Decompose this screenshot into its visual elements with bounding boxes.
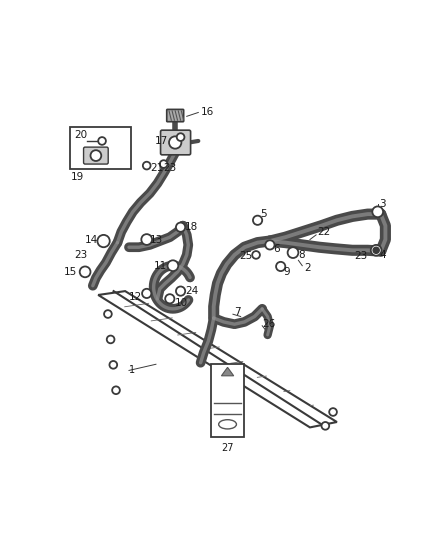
Circle shape [329, 408, 337, 416]
Circle shape [373, 247, 379, 253]
Text: 25: 25 [239, 252, 252, 262]
Text: 24: 24 [185, 286, 198, 296]
Circle shape [371, 245, 381, 256]
Bar [212, 364, 244, 438]
Circle shape [276, 262, 285, 271]
Circle shape [160, 160, 167, 168]
Circle shape [252, 251, 260, 259]
Circle shape [289, 249, 297, 256]
Circle shape [81, 268, 89, 276]
Text: 15: 15 [64, 267, 78, 277]
Text: 10: 10 [175, 297, 188, 308]
Circle shape [98, 137, 106, 145]
Circle shape [321, 422, 329, 430]
Text: 2: 2 [304, 263, 311, 273]
Text: 1: 1 [129, 366, 135, 375]
Circle shape [177, 133, 184, 141]
Circle shape [288, 247, 298, 258]
FancyBboxPatch shape [84, 147, 108, 164]
Text: 13: 13 [150, 235, 163, 245]
Text: 17: 17 [155, 136, 168, 146]
Circle shape [110, 361, 117, 369]
FancyBboxPatch shape [167, 109, 184, 122]
Text: 9: 9 [284, 267, 290, 277]
Circle shape [176, 287, 185, 296]
Ellipse shape [219, 419, 237, 429]
Circle shape [142, 289, 151, 298]
Circle shape [165, 294, 174, 303]
Text: 7: 7 [234, 307, 241, 317]
Circle shape [169, 136, 181, 149]
Text: 26: 26 [262, 319, 276, 329]
Text: 23: 23 [164, 163, 177, 173]
Circle shape [143, 161, 151, 169]
Text: 14: 14 [85, 235, 98, 245]
Text: 21: 21 [150, 163, 163, 173]
Circle shape [104, 310, 112, 318]
Bar [70, 127, 131, 169]
Text: 19: 19 [71, 172, 85, 182]
Circle shape [107, 336, 114, 343]
Circle shape [97, 235, 110, 247]
Text: 6: 6 [273, 244, 279, 254]
FancyBboxPatch shape [161, 130, 191, 155]
Circle shape [176, 223, 185, 232]
Circle shape [112, 386, 120, 394]
Circle shape [372, 206, 383, 217]
Text: 8: 8 [298, 250, 305, 260]
Text: 12: 12 [129, 292, 142, 302]
Polygon shape [221, 367, 234, 376]
Text: 22: 22 [318, 227, 331, 237]
Text: 18: 18 [185, 222, 198, 232]
Text: 3: 3 [379, 199, 386, 209]
Circle shape [167, 260, 178, 271]
Text: 23: 23 [74, 250, 88, 260]
Text: 11: 11 [154, 261, 167, 271]
Text: 23: 23 [355, 252, 368, 262]
Text: 20: 20 [74, 130, 88, 140]
Circle shape [141, 234, 152, 245]
Text: 4: 4 [379, 250, 386, 260]
Circle shape [265, 240, 275, 249]
Circle shape [80, 266, 91, 277]
Circle shape [91, 150, 101, 161]
Circle shape [253, 216, 262, 225]
Text: 27: 27 [221, 443, 234, 453]
Text: 16: 16 [201, 108, 214, 117]
Text: 5: 5 [260, 209, 266, 219]
Polygon shape [98, 291, 337, 427]
Circle shape [100, 238, 107, 244]
